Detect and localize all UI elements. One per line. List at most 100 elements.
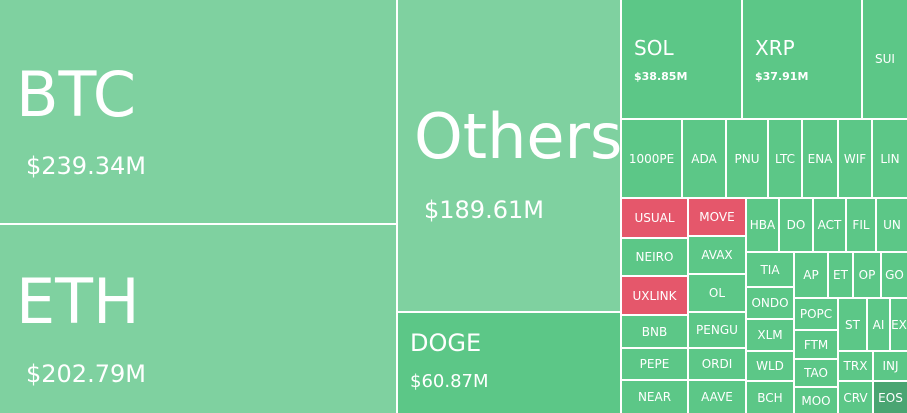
coin-label: AAVE	[701, 390, 733, 404]
coin-tile[interactable]: ENA	[803, 120, 837, 197]
coin-tile[interactable]: NEAR	[622, 381, 687, 413]
coin-label: ONDO	[751, 296, 789, 310]
coin-label: PNU	[734, 151, 760, 166]
coin-label: BCH	[757, 390, 783, 405]
coin-label: ORDI	[701, 357, 733, 371]
coin-label: WIF	[843, 151, 867, 166]
coin-label: Others	[414, 100, 620, 173]
coin-value: $239.34M	[26, 152, 146, 180]
coin-tile[interactable]: ST	[839, 299, 866, 350]
coin-label: POPC	[799, 307, 833, 321]
coin-label: BTC	[16, 58, 137, 131]
coin-label: FTM	[803, 337, 829, 352]
coin-label: FIL	[852, 218, 870, 232]
coin-label: USUAL	[634, 211, 675, 225]
coin-tile[interactable]: EOS	[874, 382, 907, 413]
coin-label: LTC	[774, 151, 796, 166]
coin-label: NEIRO	[635, 250, 674, 264]
coin-value: $60.87M	[410, 371, 489, 392]
coin-label: UXLINK	[632, 288, 677, 303]
coin-tile[interactable]: ORDI	[689, 349, 745, 379]
coin-tile[interactable]: OP	[854, 253, 880, 297]
coin-label: WLD	[756, 359, 784, 373]
coin-value: $37.91M	[755, 70, 809, 83]
coin-tile[interactable]: TIA	[747, 253, 793, 286]
coin-tile[interactable]: BTC $239.34M	[0, 0, 396, 223]
coin-tile[interactable]: BNB	[622, 316, 687, 347]
coin-label: SUI	[875, 52, 895, 66]
coin-tile[interactable]: NEIRO	[622, 239, 687, 275]
coin-label: NEAR	[637, 390, 672, 404]
coin-tile[interactable]: AP	[795, 253, 827, 297]
coin-tile[interactable]: PNU	[727, 120, 767, 197]
coin-label: AI	[872, 317, 885, 332]
coin-tile[interactable]: HBA	[747, 199, 778, 251]
coin-label: ET	[833, 268, 848, 282]
coin-tile[interactable]: XRP $37.91M	[743, 0, 861, 118]
coin-tile[interactable]: DOGE $60.87M	[398, 313, 620, 413]
coin-tile[interactable]: LIN	[873, 120, 907, 197]
coin-label: PEPE	[639, 357, 670, 371]
coin-label: TAO	[804, 366, 828, 380]
coin-label: TIA	[760, 262, 780, 277]
coin-tile[interactable]: BCH	[747, 382, 793, 413]
coin-label: EOS	[878, 390, 903, 405]
coin-label: OL	[708, 286, 726, 300]
coin-tile[interactable]: INJ	[874, 352, 907, 380]
coin-label: OP	[858, 268, 876, 282]
coin-label: AVAX	[701, 248, 733, 262]
coin-tile[interactable]: FIL	[847, 199, 875, 251]
coin-label: PENGU	[696, 323, 738, 337]
coin-tile[interactable]: SOL $38.85M	[622, 0, 741, 118]
coin-tile[interactable]: MOO	[795, 388, 837, 413]
coin-label: EX	[891, 317, 907, 332]
coin-label: DO	[786, 218, 806, 232]
coin-tile[interactable]: DO	[780, 199, 812, 251]
coin-tile[interactable]: ETH $202.79M	[0, 225, 396, 413]
coin-tile[interactable]: Others $189.61M	[398, 0, 620, 311]
coin-tile[interactable]: PEPE	[622, 349, 687, 379]
coin-tile[interactable]: TAO	[795, 360, 837, 386]
coin-tile[interactable]: MOVE	[689, 199, 745, 235]
coin-label: AP	[803, 268, 819, 282]
coin-tile[interactable]: ET	[829, 253, 852, 297]
coin-label: INJ	[882, 359, 899, 373]
coin-label: ST	[845, 317, 860, 332]
coin-tile[interactable]: ADA	[683, 120, 725, 197]
coin-label: LIN	[880, 151, 900, 166]
coin-tile[interactable]: POPC	[795, 299, 837, 329]
coin-label: MOVE	[699, 210, 735, 224]
coin-tile[interactable]: OL	[689, 275, 745, 311]
coin-tile[interactable]: ACT	[814, 199, 845, 251]
coin-tile[interactable]: AVAX	[689, 237, 745, 273]
coin-label: XRP	[755, 36, 795, 60]
coin-tile[interactable]: UN	[877, 199, 907, 251]
coin-value: $189.61M	[424, 196, 544, 224]
coin-tile[interactable]: GO	[882, 253, 907, 297]
coin-label: ACT	[817, 218, 842, 232]
coin-tile[interactable]: USUAL	[622, 199, 687, 237]
coin-tile[interactable]: AI	[868, 299, 889, 350]
coin-label: CRV	[843, 390, 868, 405]
coin-tile[interactable]: XLM	[747, 320, 793, 350]
coin-label: ENA	[807, 151, 833, 166]
coin-tile[interactable]: 1000PE	[622, 120, 681, 197]
coin-tile[interactable]: PENGU	[689, 313, 745, 347]
coin-tile[interactable]: UXLINK	[622, 277, 687, 314]
coin-tile[interactable]: EX	[891, 299, 907, 350]
coin-label: ETH	[16, 265, 140, 338]
coin-label: TRX	[843, 359, 868, 373]
coin-tile[interactable]: AAVE	[689, 381, 745, 413]
coin-tile[interactable]: CRV	[839, 382, 872, 413]
coin-value: $38.85M	[634, 70, 688, 83]
coin-tile[interactable]: LTC	[769, 120, 801, 197]
coin-tile[interactable]: SUI	[863, 0, 907, 118]
coin-label: GO	[885, 268, 904, 282]
coin-tile[interactable]: TRX	[839, 352, 872, 380]
coin-tile[interactable]: WLD	[747, 352, 793, 380]
coin-tile[interactable]: FTM	[795, 331, 837, 358]
coin-tile[interactable]: ONDO	[747, 288, 793, 318]
coin-label: BNB	[641, 324, 668, 339]
coin-tile[interactable]: WIF	[839, 120, 871, 197]
